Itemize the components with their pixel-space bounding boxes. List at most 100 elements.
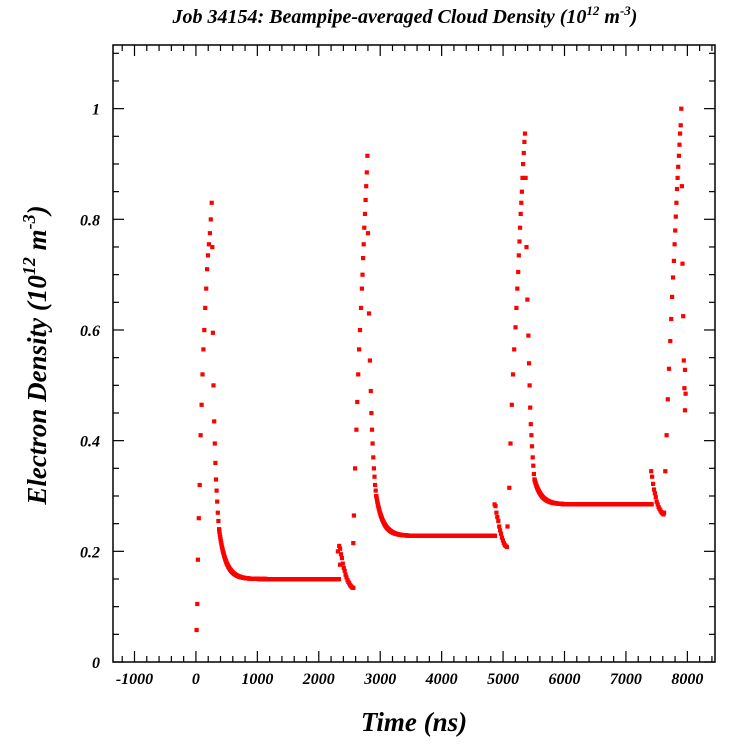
data-point <box>505 524 510 529</box>
data-point <box>675 175 680 180</box>
data-point <box>654 499 659 504</box>
data-point <box>199 402 204 407</box>
data-point <box>194 627 199 633</box>
data-point <box>369 427 375 432</box>
series-cycle-3 <box>507 131 667 517</box>
data-point <box>666 366 672 371</box>
data-point <box>217 532 222 537</box>
data-point <box>217 529 222 534</box>
data-point <box>364 170 369 175</box>
data-point <box>531 471 536 477</box>
data-point <box>358 305 364 310</box>
data-point <box>650 474 655 479</box>
data-point <box>652 491 657 496</box>
data-point <box>373 488 378 493</box>
data-point <box>496 518 501 524</box>
data-point <box>516 269 521 275</box>
data-point <box>216 518 221 524</box>
data-point <box>514 305 519 310</box>
data-point <box>520 175 525 180</box>
data-point <box>338 552 344 557</box>
data-point <box>218 534 223 539</box>
data-point <box>525 297 530 302</box>
data-point <box>212 419 217 424</box>
plot-area: -1000 0 1000 2000 3000 4000 5000 6000 7000 8000 0… <box>80 44 716 688</box>
data-point <box>207 231 212 236</box>
data-point <box>492 533 498 538</box>
data-point <box>215 510 220 515</box>
chart-title-unit-exponent: -3 <box>620 3 631 18</box>
data-point <box>371 466 376 471</box>
data-point <box>664 433 669 438</box>
data-point <box>530 455 535 460</box>
data-point <box>668 339 673 344</box>
data-point <box>523 175 528 180</box>
data-point <box>357 347 362 352</box>
data-point <box>203 305 208 310</box>
y-tick-label: 0.2 <box>80 544 100 561</box>
data-point <box>507 485 512 490</box>
data-point <box>519 200 524 205</box>
data-point <box>343 572 348 577</box>
data-point <box>356 372 361 377</box>
data-point <box>679 106 684 111</box>
data-point <box>351 585 356 590</box>
x-tick-label: 2000 <box>302 671 335 688</box>
series-cycle-2 <box>351 153 510 550</box>
data-point <box>673 214 678 219</box>
data-point <box>682 367 688 372</box>
data-point <box>518 225 523 230</box>
y-tick-label: 0.6 <box>80 323 100 340</box>
data-point <box>361 242 366 247</box>
data-point <box>214 488 219 493</box>
data-point <box>213 477 219 482</box>
data-point <box>212 441 217 446</box>
data-point <box>210 245 215 250</box>
data-point <box>200 372 205 377</box>
data-point <box>359 286 364 291</box>
plot-frame <box>112 44 716 663</box>
data-point <box>526 333 531 338</box>
data-point <box>362 211 368 216</box>
data-point <box>671 258 676 263</box>
data-point <box>678 131 683 136</box>
data-point <box>521 162 526 167</box>
data-point <box>521 150 526 156</box>
data-point <box>497 524 502 529</box>
data-point <box>676 153 681 158</box>
data-point <box>210 330 215 335</box>
data-point <box>198 433 203 438</box>
data-point <box>495 515 500 520</box>
data-point <box>519 189 524 194</box>
data-point <box>670 294 675 299</box>
data-point <box>217 527 222 532</box>
chart-title: Job 34154: Beampipe-averaged Cloud Densi… <box>172 3 638 28</box>
data-point <box>355 399 360 405</box>
chart-title-text: Job 34154: Beampipe-averaged Cloud Densi… <box>172 6 587 28</box>
data-point <box>680 261 685 266</box>
data-point <box>361 256 366 261</box>
data-point <box>354 427 359 432</box>
data-point <box>373 482 378 488</box>
data-point <box>365 231 371 236</box>
chart-title-close: ) <box>629 6 638 28</box>
data-point <box>674 200 679 205</box>
data-point <box>336 577 341 582</box>
data-point <box>662 510 667 515</box>
data-point <box>515 286 520 291</box>
data-point <box>493 504 498 509</box>
data-point <box>651 487 657 492</box>
data-point <box>364 184 369 189</box>
data-point <box>683 391 688 396</box>
y-tick-label: 0.4 <box>80 434 100 451</box>
data-point <box>370 441 375 446</box>
x-tick-label: 7000 <box>610 671 642 688</box>
data-point <box>372 474 377 479</box>
x-tick-label: 4000 <box>425 671 458 688</box>
data-point <box>335 549 340 554</box>
data-point <box>360 272 365 277</box>
data-point <box>351 513 356 518</box>
data-point <box>368 388 373 394</box>
x-tick-label: 8000 <box>671 671 703 688</box>
data-point <box>681 314 686 319</box>
